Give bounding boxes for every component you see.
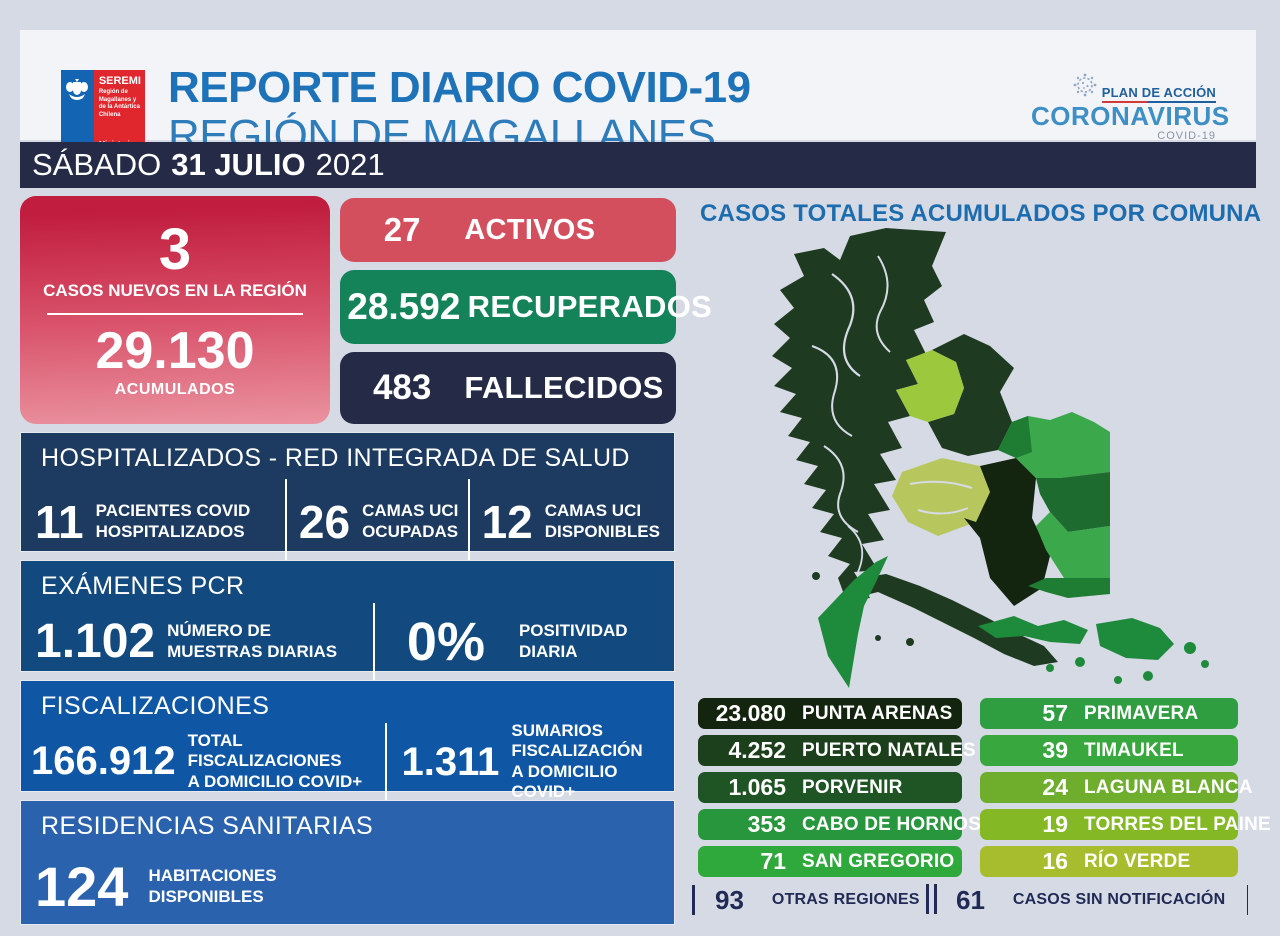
- commune-row-primavera: 57 PRIMAVERA: [980, 698, 1238, 729]
- logo-region-label: Región de Magallanes y de la Antártica C…: [98, 89, 140, 118]
- pcr-title: EXÁMENES PCR: [41, 572, 245, 600]
- pcr-samples-label: NÚMERO DE MUESTRAS DIARIAS: [167, 621, 338, 661]
- unnotified-cases-label: CASOS SIN NOTIFICACIÓN: [1012, 891, 1226, 908]
- divider: [385, 722, 388, 801]
- unnotified-cases-row: 61 CASOS SIN NOTIFICACIÓN: [948, 884, 1248, 916]
- recovered-label: RECUPERADOS: [467, 289, 713, 324]
- pcr-samples-value: 1.102: [35, 614, 156, 668]
- divider: [926, 884, 937, 914]
- new-cases-value: 3: [158, 217, 192, 282]
- report-title-line1: REPORTE DIARIO COVID-19: [168, 63, 751, 112]
- covid19-sub-label: COVID-19: [1157, 130, 1216, 143]
- pcr-positivity-value: 0%: [406, 611, 485, 672]
- accumulated-value: 29.130: [95, 322, 255, 380]
- deceased-label: FALLECIDOS: [464, 370, 664, 405]
- hospitalized-section: HOSPITALIZADOS - RED INTEGRADA DE SALUD …: [20, 432, 675, 565]
- active-label: ACTIVOS: [464, 213, 596, 246]
- recovered-badge: 28.592 RECUPERADOS: [340, 270, 712, 344]
- hospitalized-title: HOSPITALIZADOS - RED INTEGRADA DE SALUD: [41, 444, 630, 472]
- hospitalized-patients-label: PACIENTES COVID HOSPITALIZADOS: [95, 501, 251, 541]
- date-year: 2021: [315, 147, 385, 182]
- commune-row-puerto-natales: 4.252 PUERTO NATALES: [698, 735, 976, 766]
- inspections-total-label: TOTAL FISCALIZACIONES A DOMICILIO COVID+: [187, 730, 363, 791]
- commune-row-timaukel: 39 TIMAUKEL: [980, 735, 1238, 766]
- other-regions-label: OTRAS REGIONES: [771, 891, 920, 908]
- commune-row-porvenir: 1.065 PORVENIR: [698, 772, 962, 803]
- coronavirus-plan-logo: PLAN DE ACCIÓN CORONAVIRUS COVID-19: [1031, 72, 1230, 143]
- logo-seremi-label: SEREMI: [98, 75, 141, 87]
- new-cases-label: CASOS NUEVOS EN LA REGIÓN: [43, 281, 307, 300]
- recovered-value: 28.592: [347, 286, 461, 327]
- icu-occupied-value: 26: [298, 495, 351, 548]
- commune-list-right: 57 PRIMAVERA 39 TIMAUKEL 24 LAGUNA BLANC…: [980, 698, 1271, 877]
- date-day: SÁBADO: [32, 147, 162, 182]
- inspections-summaries-label: SUMARIOS FISCALIZACIÓN A DOMICILIO COVID…: [511, 720, 643, 801]
- unnotified-cases-value: 61: [956, 884, 985, 915]
- residences-section: RESIDENCIAS SANITARIAS 124 HABITACIONES …: [20, 800, 675, 925]
- header: SEREMI Región de Magallanes y de la Antá…: [20, 30, 1256, 162]
- inspections-total-value: 166.912: [31, 739, 176, 784]
- divider: [1247, 885, 1248, 915]
- hospitalized-patients-value: 11: [35, 495, 84, 548]
- icu-available-value: 12: [481, 495, 533, 548]
- active-value: 27: [383, 211, 421, 248]
- residences-title: RESIDENCIAS SANITARIAS: [41, 812, 374, 840]
- active-cases-badge: 27 ACTIVOS: [340, 198, 676, 262]
- deceased-value: 483: [372, 368, 432, 407]
- accumulated-label: ACUMULADOS: [114, 381, 236, 398]
- inspections-title: FISCALIZACIONES: [41, 692, 270, 720]
- residences-rooms-label: HABITACIONES DISPONIBLES: [148, 866, 277, 906]
- commune-row-punta-arenas: 23.080 PUNTA ARENAS: [698, 698, 962, 729]
- virus-icon: [1072, 72, 1098, 103]
- icu-occupied-label: CAMAS UCI OCUPADAS: [362, 501, 459, 541]
- coronavirus-brand-label: CORONAVIRUS: [1031, 101, 1230, 131]
- divider: [47, 313, 303, 315]
- deceased-badge: 483 FALLECIDOS: [340, 352, 676, 424]
- pcr-positivity-label: POSITIVIDAD DIARIA: [518, 621, 628, 661]
- divider: [692, 885, 695, 915]
- commune-row-san-gregorio: 71 SAN GREGORIO: [698, 846, 962, 877]
- date-daymonth: 31 JULIO: [171, 147, 306, 182]
- plan-de-accion-label: PLAN DE ACCIÓN: [1101, 85, 1216, 103]
- commune-row-rio-verde: 16 RÍO VERDE: [980, 846, 1238, 877]
- divider: [467, 478, 470, 565]
- new-cases-card: 3 CASOS NUEVOS EN LA REGIÓN 29.130 ACUMU…: [20, 196, 330, 424]
- inspections-section: FISCALIZACIONES 166.912 TOTAL FISCALIZAC…: [20, 680, 675, 801]
- residences-rooms-value: 124: [35, 854, 129, 918]
- commune-row-torres-del-paine: 19 TORRES DEL PAINE: [980, 809, 1271, 840]
- pcr-section: EXÁMENES PCR 1.102 NÚMERO DE MUESTRAS DI…: [20, 560, 675, 681]
- commune-row-cabo-de-hornos: 353 CABO DE HORNOS: [698, 809, 981, 840]
- commune-list-left: 23.080 PUNTA ARENAS 4.252 PUERTO NATALES…: [698, 698, 981, 877]
- commune-row-laguna-blanca: 24 LAGUNA BLANCA: [980, 772, 1252, 803]
- map-section-title: CASOS TOTALES ACUMULADOS POR COMUNA: [700, 200, 1262, 227]
- divider: [372, 602, 375, 681]
- magallanes-choropleth-map: [772, 228, 1209, 688]
- divider: [285, 478, 287, 565]
- inspections-summaries-value: 1.311: [401, 739, 500, 784]
- date-bar: SÁBADO 31 JULIO 2021: [20, 142, 1256, 188]
- other-regions-value: 93: [715, 884, 744, 915]
- icu-available-label: CAMAS UCI DISPONIBLES: [544, 501, 660, 541]
- other-regions-row: 93 OTRAS REGIONES: [692, 884, 960, 916]
